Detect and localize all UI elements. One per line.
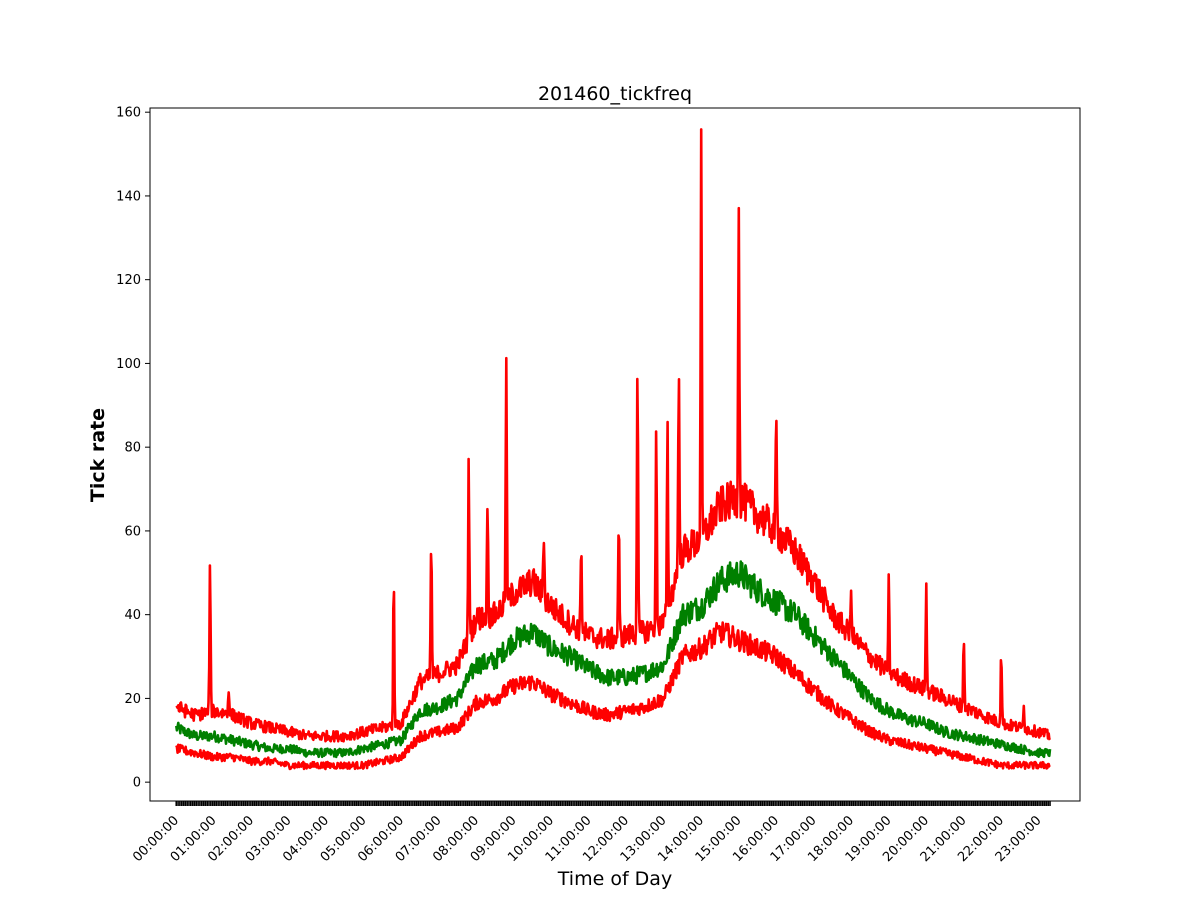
y-tick-label-120: 120	[116, 273, 141, 288]
upper-band-line	[175, 128, 1052, 743]
y-tick-label-140: 140	[116, 189, 141, 204]
x-axis-label: Time of Day	[557, 868, 672, 890]
y-tick-label-40: 40	[124, 608, 141, 623]
plot-area	[175, 128, 1052, 771]
y-tick-label-0: 0	[133, 776, 141, 791]
y-tick-label-80: 80	[124, 441, 141, 456]
y-axis: 0 20 40 60 80 100 120 140 160	[116, 106, 150, 791]
lower-band-line	[175, 621, 1051, 771]
y-axis-label: Tick rate	[87, 408, 109, 502]
y-tick-label-160: 160	[116, 106, 141, 121]
mean-line	[175, 560, 1052, 759]
y-tick-label-20: 20	[124, 692, 141, 707]
y-tick-label-60: 60	[124, 524, 141, 539]
chart-title: 201460_tickfreq	[538, 83, 692, 105]
y-tick-label-100: 100	[116, 357, 141, 372]
